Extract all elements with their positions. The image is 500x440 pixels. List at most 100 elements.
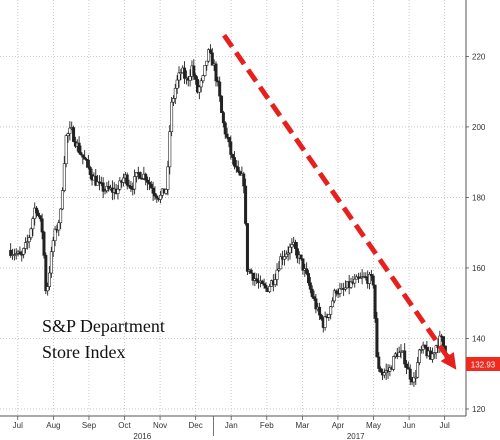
candle-body-18: [42, 231, 46, 256]
xtick-label-may-10: May: [366, 421, 381, 430]
candle-body-121: [232, 157, 236, 167]
candle-body-189: [358, 277, 362, 280]
candle-body-77: [151, 187, 155, 194]
candle-body-145: [277, 268, 281, 271]
candle-body-37: [77, 142, 81, 153]
last-value-badge: 132.93: [466, 357, 500, 371]
candle-body-160: [305, 268, 309, 274]
candle-body-30: [64, 135, 68, 164]
candle-body-31: [66, 133, 70, 136]
candle-body-106: [205, 60, 209, 66]
candle-body-70: [138, 172, 142, 179]
candle-body-46: [94, 175, 98, 186]
year-label-2016: 2016: [133, 432, 151, 440]
chart-title: S&P Department Store Index: [42, 316, 165, 362]
candle-body-100: [194, 75, 198, 80]
candle-body-58: [116, 188, 120, 194]
candle-body-40: [83, 156, 87, 160]
chart-title-line-2: Store Index: [42, 342, 125, 362]
xtick-label-nov-4: Nov: [153, 421, 167, 430]
candle-body-38: [79, 152, 83, 156]
candle-body-123: [236, 166, 240, 172]
candle-body-79: [155, 195, 159, 199]
candle-body-39: [81, 154, 85, 158]
candle-body-28: [60, 190, 64, 210]
xtick-label-aug-1: Aug: [46, 421, 60, 430]
candle-body-178: [338, 288, 342, 294]
candle-body-99: [192, 65, 196, 76]
candle-body-120: [231, 154, 235, 158]
candle-body-0: [9, 250, 13, 256]
candle-body-87: [170, 101, 174, 132]
chart-title-line-1: S&P Department: [42, 316, 165, 336]
candle-body-117: [225, 133, 229, 138]
candle-body-168: [319, 314, 323, 320]
candle-body-86: [168, 131, 172, 168]
candle-body-170: [323, 316, 327, 328]
candle-body-75: [147, 182, 151, 185]
xtick-label-dec-5: Dec: [189, 421, 203, 430]
candle-body-195: [369, 274, 373, 277]
candle-body-184: [349, 281, 353, 288]
candle-body-146: [279, 256, 283, 270]
candle-body-89: [173, 87, 177, 99]
candle-body-5: [18, 251, 22, 255]
trend-arrow-layer: [222, 33, 457, 370]
candle-body-26: [57, 222, 61, 231]
xtick-label-jan-6: Jan: [225, 421, 238, 430]
candle-body-216: [408, 368, 412, 380]
candle-body-94: [183, 67, 187, 79]
candle-body-229: [432, 352, 436, 355]
candle-body-32: [68, 127, 72, 134]
candle-body-143: [273, 279, 277, 285]
candle-body-108: [208, 49, 212, 54]
candle-body-84: [164, 189, 168, 194]
candle-body-85: [166, 166, 170, 190]
candle-body-148: [282, 256, 286, 260]
ytick-label-140: 140: [472, 334, 486, 343]
xtick-label-mar-8: Mar: [295, 421, 309, 430]
candle-body-164: [312, 296, 316, 300]
candle-body-74: [146, 179, 150, 183]
candle-body-151: [288, 246, 292, 254]
candle-body-2: [12, 254, 16, 256]
candle-body-167: [318, 306, 322, 316]
candle-body-20: [46, 286, 50, 292]
candle-body-228: [430, 353, 434, 360]
candle-body-128: [245, 223, 249, 272]
candle-body-224: [423, 344, 427, 348]
candle-body-23: [51, 240, 55, 252]
candle-body-8: [23, 242, 27, 249]
candle-body-73: [144, 173, 148, 181]
candle-body-218: [412, 376, 416, 383]
candle-body-42: [86, 159, 90, 168]
candle-body-150: [286, 252, 290, 255]
candle-body-91: [177, 72, 181, 81]
ytick-label-160: 160: [472, 264, 486, 273]
candle-body-202: [382, 372, 386, 376]
candle-body-92: [179, 72, 183, 74]
candle-body-29: [62, 163, 66, 191]
candle-body-76: [149, 183, 153, 189]
candle-body-126: [242, 173, 246, 187]
candle-body-71: [140, 178, 144, 180]
candle-body-19: [44, 255, 48, 292]
candle-body-162: [308, 282, 312, 290]
candle-body-90: [175, 79, 179, 89]
candle-body-61: [122, 177, 126, 183]
candle-body-105: [203, 65, 207, 76]
candle-body-198: [375, 318, 379, 358]
candle-body-136: [260, 280, 264, 284]
candle-body-122: [234, 165, 238, 168]
trend-arrow: [222, 33, 457, 370]
ytick-label-120: 120: [472, 405, 486, 414]
candle-body-200: [379, 368, 383, 373]
candle-body-47: [96, 181, 100, 186]
candle-body-68: [134, 172, 138, 177]
candle-body-194: [368, 274, 372, 284]
candle-body-43: [88, 167, 92, 175]
candle-body-88: [171, 98, 175, 103]
xtick-label-sep-2: Sep: [82, 421, 97, 430]
candle-body-222: [419, 349, 423, 351]
